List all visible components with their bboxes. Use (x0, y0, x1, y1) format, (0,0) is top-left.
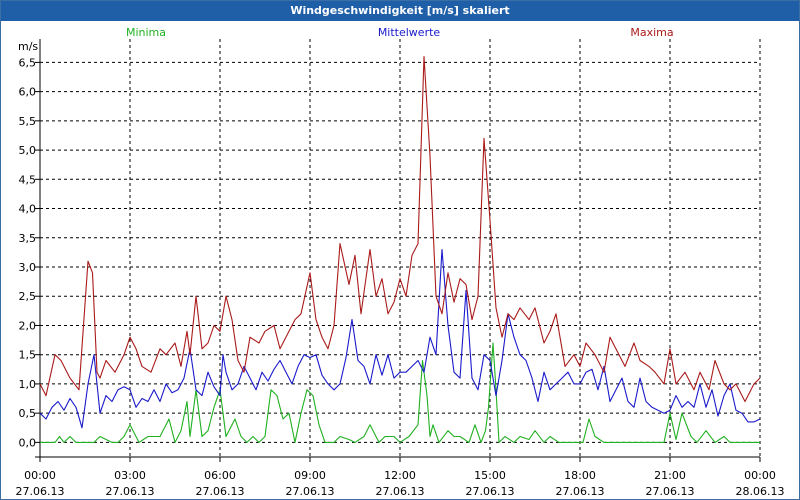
x-tick-time: 03:00 (114, 469, 146, 482)
series-line-mittelwerte (39, 248, 761, 429)
y-tick-label: 1,5 (19, 349, 37, 362)
x-tick-date: 27.06.13 (466, 485, 515, 498)
y-tick-label: 2,0 (19, 319, 37, 332)
x-tick-date: 27.06.13 (556, 485, 605, 498)
y-tick-label: 1,0 (19, 378, 37, 391)
y-tick-label: 6,0 (19, 86, 37, 99)
series-lines (39, 55, 761, 443)
series-line-maxima (39, 55, 761, 403)
chart-canvas: m/s 0,0 0,5 1,0 1,5 2,0 2,5 3,0 3,5 4,0 4,5 5,0 5,5… (16, 26, 785, 498)
y-tick-label: 5,5 (19, 115, 37, 128)
y-ticks: 0,0 0,5 1,0 1,5 2,0 2,5 3,0 3,5 4,0 4,5 5,0 5,5 6,0 6… (19, 56, 40, 449)
y-tick-label: 4,5 (19, 173, 37, 186)
y-axis-label: m/s (18, 40, 38, 53)
x-tick-time: 00:00 (744, 469, 776, 482)
y-tick-label: 4,0 (19, 203, 37, 216)
x-tick-date: 27.06.13 (196, 485, 245, 498)
y-tick-label: 3,0 (19, 261, 37, 274)
x-tick-time: 09:00 (294, 469, 326, 482)
x-tick-time: 18:00 (564, 469, 596, 482)
x-tick-date: 27.06.13 (106, 485, 155, 498)
y-tick-label: 5,0 (19, 144, 37, 157)
series-line-minima (40, 342, 760, 443)
x-tick-time: 12:00 (384, 469, 416, 482)
y-tick-label: 0,0 (19, 436, 37, 449)
x-ticks: 00:00 27.06.13 03:00 27.06.13 06:00 27.06.13 0… (16, 457, 785, 498)
chart-title: Windgeschwindigkeit [m/s] skaliert (1, 1, 799, 21)
legend: Minima Mittelwerte Maxima (126, 26, 674, 39)
x-tick-time: 00:00 (24, 469, 56, 482)
y-tick-label: 6,5 (19, 56, 37, 69)
legend-entry-maxima: Maxima (630, 26, 673, 39)
y-tick-label: 2,5 (19, 290, 37, 303)
x-tick-date: 28.06.13 (736, 485, 785, 498)
y-tick-label: 3,5 (19, 232, 37, 245)
legend-entry-minima: Minima (126, 26, 166, 39)
x-tick-date: 27.06.13 (16, 485, 65, 498)
axes (35, 39, 760, 462)
x-tick-time: 06:00 (204, 469, 236, 482)
x-tick-date: 27.06.13 (646, 485, 695, 498)
x-tick-time: 21:00 (654, 469, 686, 482)
x-tick-time: 15:00 (474, 469, 506, 482)
x-tick-date: 27.06.13 (376, 485, 425, 498)
x-tick-date: 27.06.13 (286, 485, 335, 498)
y-tick-label: 0,5 (19, 407, 37, 420)
legend-entry-mittelwerte: Mittelwerte (378, 26, 441, 39)
